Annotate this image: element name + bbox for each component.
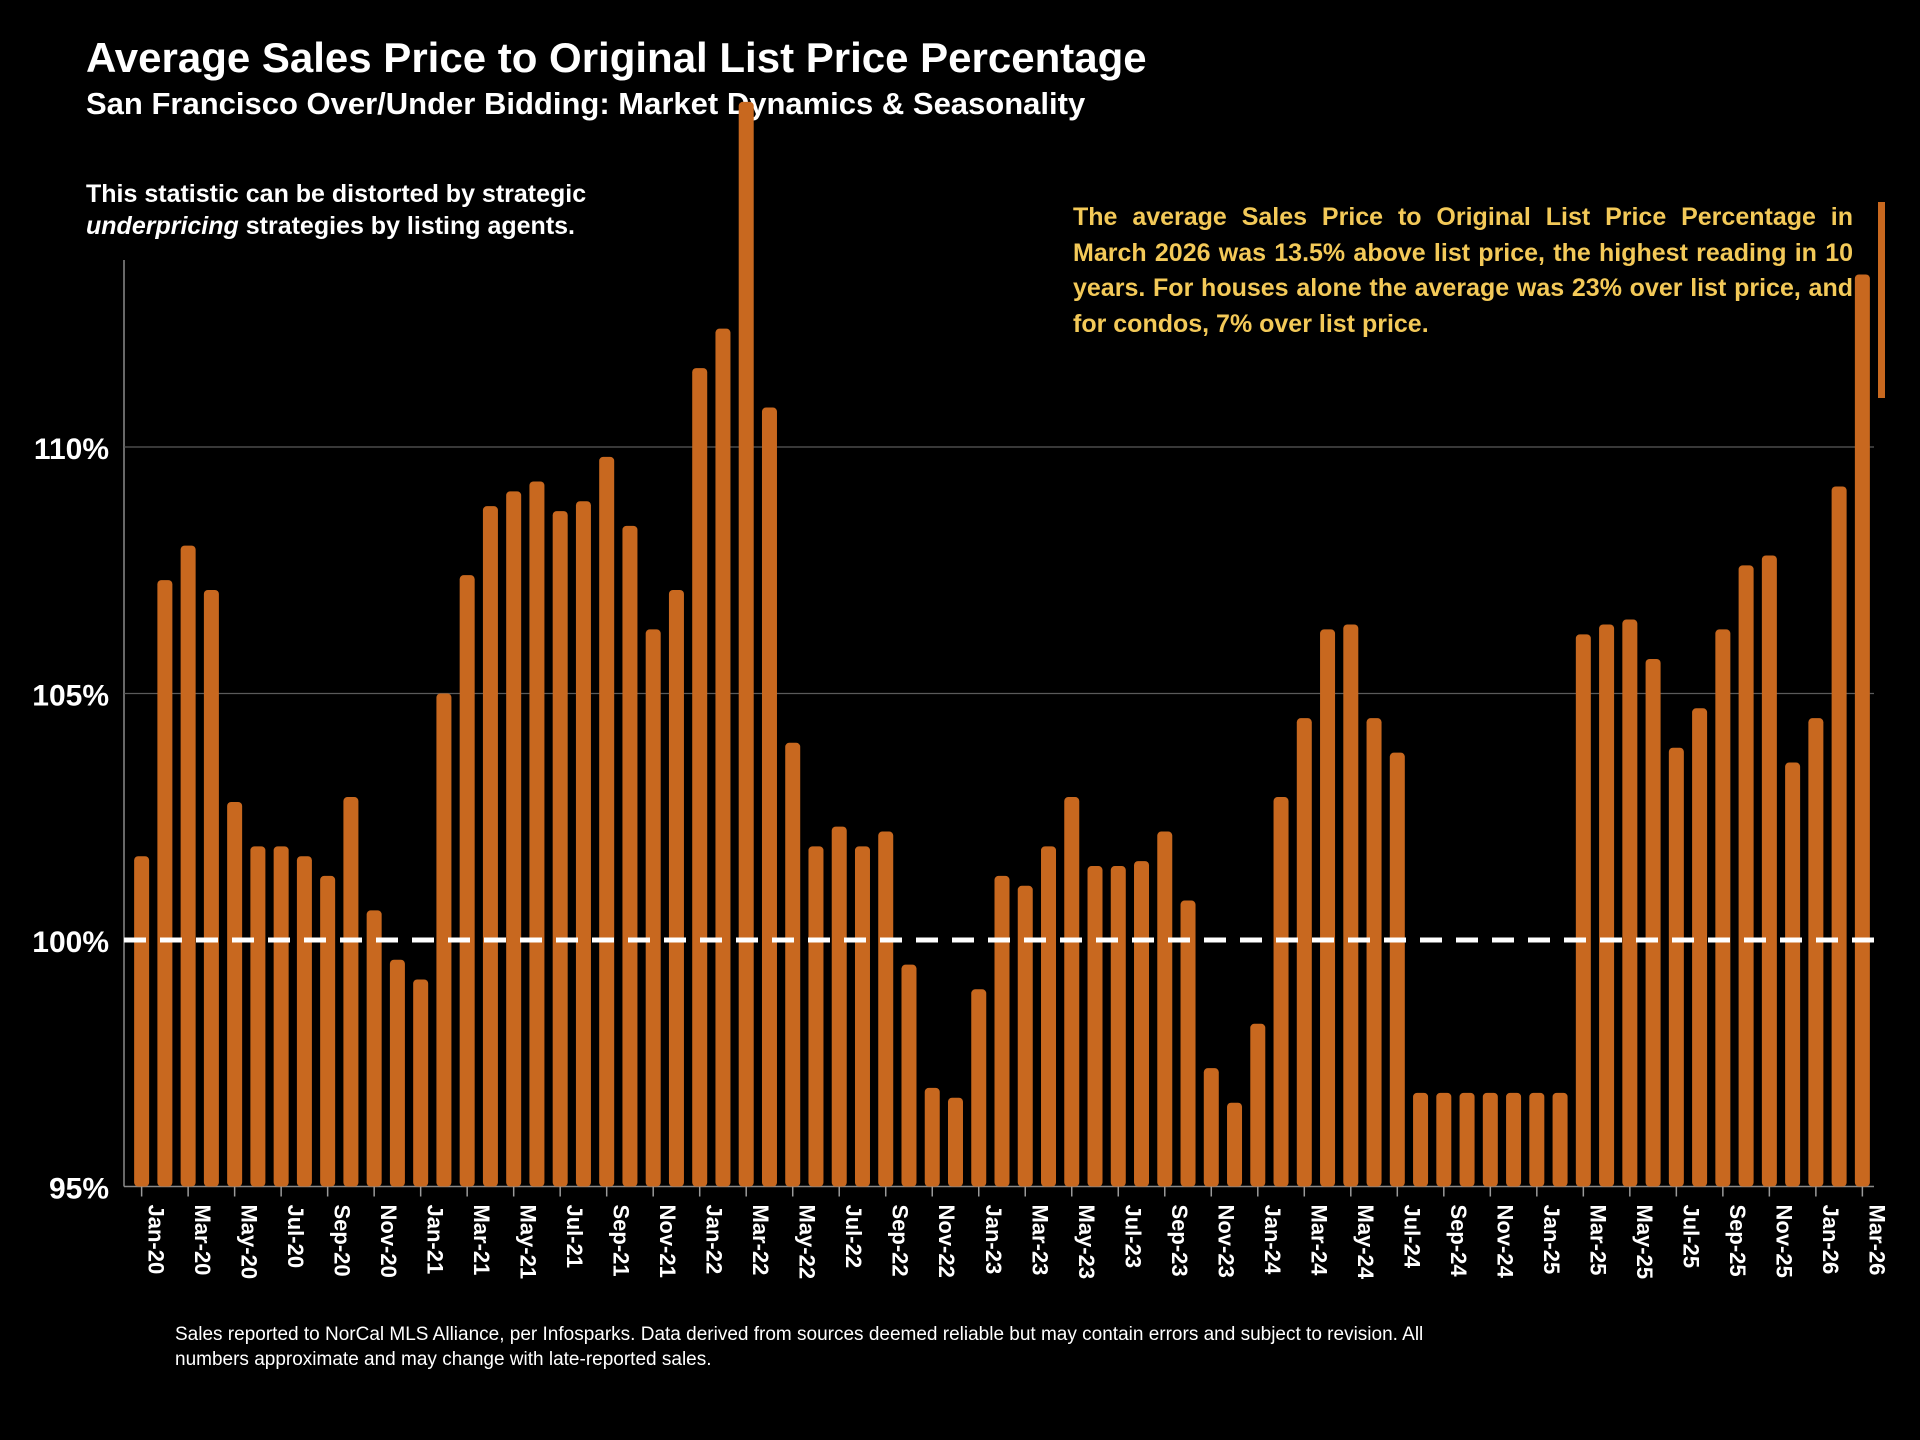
svg-text:May-22: May-22 <box>795 1205 820 1280</box>
svg-text:Sep-23: Sep-23 <box>1167 1205 1192 1277</box>
svg-text:Jan-20: Jan-20 <box>144 1205 169 1275</box>
svg-text:May-24: May-24 <box>1353 1205 1378 1280</box>
svg-text:May-25: May-25 <box>1632 1205 1657 1280</box>
svg-text:Jul-21: Jul-21 <box>562 1205 587 1269</box>
svg-text:Jan-26: Jan-26 <box>1818 1205 1843 1275</box>
svg-text:Mar-25: Mar-25 <box>1585 1205 1610 1276</box>
svg-text:Mar-20: Mar-20 <box>190 1205 215 1276</box>
svg-text:Mar-24: Mar-24 <box>1306 1205 1331 1277</box>
svg-text:Jul-20: Jul-20 <box>283 1205 308 1269</box>
svg-text:Nov-20: Nov-20 <box>376 1205 401 1278</box>
svg-text:Mar-23: Mar-23 <box>1027 1205 1052 1276</box>
svg-text:Nov-24: Nov-24 <box>1492 1205 1517 1279</box>
svg-text:Sep-22: Sep-22 <box>888 1205 913 1277</box>
svg-text:105%: 105% <box>32 680 109 713</box>
svg-text:Jul-22: Jul-22 <box>841 1205 866 1269</box>
svg-text:Mar-22: Mar-22 <box>748 1205 773 1276</box>
svg-text:May-23: May-23 <box>1074 1205 1099 1280</box>
svg-text:May-20: May-20 <box>237 1205 262 1280</box>
svg-text:95%: 95% <box>49 1173 109 1206</box>
svg-text:Nov-23: Nov-23 <box>1213 1205 1238 1278</box>
svg-text:100%: 100% <box>32 926 109 959</box>
svg-text:110%: 110% <box>34 433 109 466</box>
svg-text:Nov-25: Nov-25 <box>1771 1205 1796 1278</box>
svg-text:Sep-20: Sep-20 <box>330 1205 355 1277</box>
svg-text:Jan-24: Jan-24 <box>1260 1205 1285 1275</box>
svg-text:Jan-21: Jan-21 <box>423 1205 448 1275</box>
svg-text:Jan-22: Jan-22 <box>702 1205 727 1275</box>
svg-text:Jul-24: Jul-24 <box>1399 1205 1424 1269</box>
svg-text:Sep-25: Sep-25 <box>1725 1205 1750 1277</box>
svg-text:Nov-22: Nov-22 <box>934 1205 959 1278</box>
svg-text:Nov-21: Nov-21 <box>655 1205 680 1278</box>
svg-text:Sep-21: Sep-21 <box>609 1205 634 1277</box>
svg-text:Jul-23: Jul-23 <box>1120 1205 1145 1269</box>
svg-text:Jan-25: Jan-25 <box>1539 1205 1564 1275</box>
svg-text:Sep-24: Sep-24 <box>1446 1205 1471 1278</box>
svg-text:Jan-23: Jan-23 <box>981 1205 1006 1275</box>
svg-text:Jul-25: Jul-25 <box>1678 1205 1703 1269</box>
svg-text:May-21: May-21 <box>516 1205 541 1280</box>
svg-text:Mar-21: Mar-21 <box>469 1205 494 1276</box>
svg-text:Mar-26: Mar-26 <box>1864 1205 1889 1276</box>
